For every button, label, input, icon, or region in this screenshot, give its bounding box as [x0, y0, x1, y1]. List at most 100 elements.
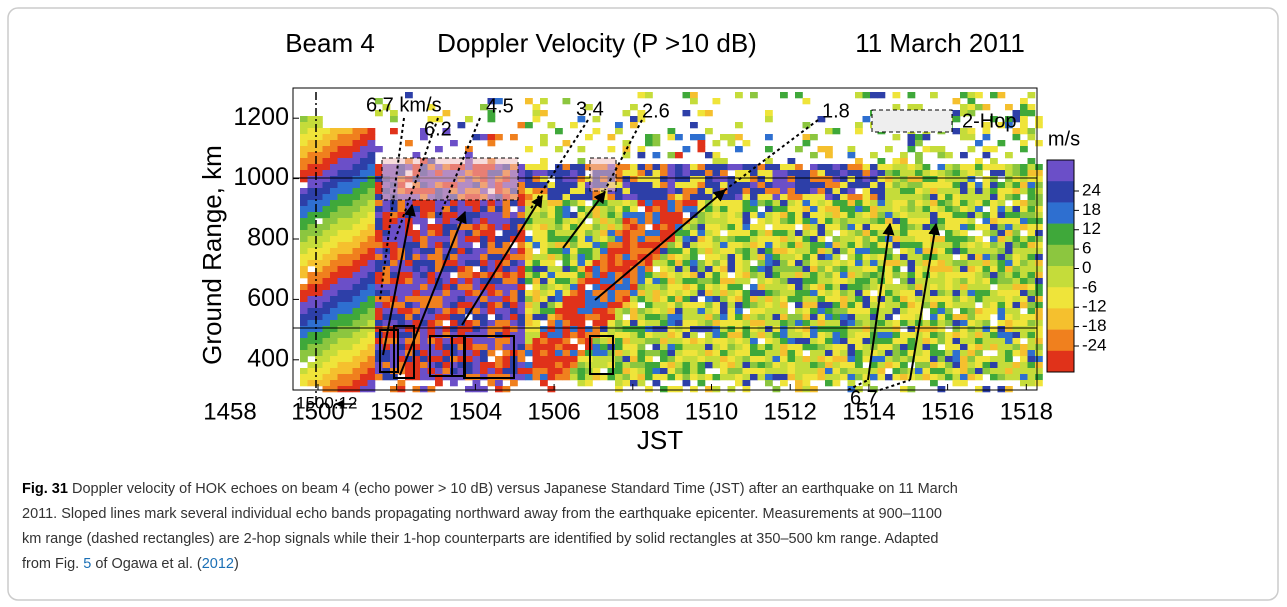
heatmap-cell: [488, 350, 496, 356]
heatmap-cell: [638, 176, 646, 182]
caption-link[interactable]: 2012: [202, 556, 234, 572]
heatmap-cell: [1028, 266, 1036, 272]
heatmap-cell: [443, 296, 451, 302]
heatmap-cell: [810, 236, 818, 242]
heatmap-cell: [893, 302, 901, 308]
heatmap-cell: [1028, 230, 1036, 236]
heatmap-cell: [848, 182, 856, 188]
heatmap-cell: [615, 266, 623, 272]
heatmap-cell: [443, 272, 451, 278]
heatmap-cell: [615, 362, 623, 368]
heatmap-cell: [503, 236, 511, 242]
heatmap-cell: [788, 164, 796, 170]
heatmap-cell: [795, 146, 803, 152]
heatmap-cell: [788, 362, 796, 368]
heatmap-cell: [788, 266, 796, 272]
heatmap-cell: [300, 380, 308, 386]
heatmap-cell: [600, 254, 608, 260]
heatmap-cell: [585, 260, 593, 266]
heatmap-cell: [728, 140, 736, 146]
heatmap-cell: [713, 200, 721, 206]
heatmap-cell: [570, 272, 578, 278]
heatmap-cell: [863, 284, 871, 290]
heatmap-cell: [1005, 248, 1013, 254]
heatmap-cell: [728, 164, 736, 170]
heatmap-cell: [953, 368, 961, 374]
heatmap-cell: [540, 236, 548, 242]
heatmap-cell: [338, 356, 346, 362]
heatmap-cell: [593, 278, 601, 284]
heatmap-cell: [863, 266, 871, 272]
heatmap-cell: [705, 194, 713, 200]
heatmap-cell: [465, 254, 473, 260]
heatmap-cell: [705, 344, 713, 350]
heatmap-cell: [465, 356, 473, 362]
x-tick-label: 1504: [449, 398, 502, 425]
heatmap-cell: [908, 188, 916, 194]
heatmap-cell: [848, 176, 856, 182]
heatmap-cell: [750, 194, 758, 200]
heatmap-cell: [330, 158, 338, 164]
heatmap-cell: [518, 236, 526, 242]
heatmap-cell: [668, 284, 676, 290]
heatmap-cell: [795, 326, 803, 332]
heatmap-cell: [750, 254, 758, 260]
heatmap-cell: [810, 212, 818, 218]
heatmap-cell: [705, 230, 713, 236]
heatmap-cell: [743, 212, 751, 218]
heatmap-cell: [1020, 272, 1028, 278]
heatmap-cell: [698, 380, 706, 386]
heatmap-cell: [323, 386, 331, 392]
heatmap-cell: [578, 254, 586, 260]
heatmap-cell: [608, 272, 616, 278]
heatmap-cell: [968, 170, 976, 176]
heatmap-cell: [360, 260, 368, 266]
heatmap-cell: [668, 182, 676, 188]
heatmap-cell: [683, 314, 691, 320]
heatmap-cell: [698, 290, 706, 296]
heatmap-cell: [848, 206, 856, 212]
heatmap-cell: [773, 182, 781, 188]
heatmap-cell: [660, 230, 668, 236]
heatmap-cell: [600, 242, 608, 248]
heatmap-cell: [420, 356, 428, 362]
heatmap-cell: [555, 224, 563, 230]
heatmap-cell: [900, 296, 908, 302]
heatmap-cell: [353, 314, 361, 320]
heatmap-cell: [900, 176, 908, 182]
heatmap-cell: [653, 236, 661, 242]
heatmap-cell: [570, 374, 578, 380]
heatmap-cell: [623, 320, 631, 326]
heatmap-cell: [938, 308, 946, 314]
heatmap-cell: [638, 188, 646, 194]
caption-link[interactable]: 5: [83, 556, 91, 572]
heatmap-cell: [630, 272, 638, 278]
heatmap-cell: [968, 224, 976, 230]
heatmap-cell: [930, 350, 938, 356]
heatmap-cell: [675, 368, 683, 374]
heatmap-cell: [908, 230, 916, 236]
y-tick-label: 600: [247, 284, 289, 312]
heatmap-cell: [675, 206, 683, 212]
heatmap-cell: [675, 326, 683, 332]
heatmap-cell: [540, 218, 548, 224]
heatmap-cell: [750, 362, 758, 368]
heatmap-cell: [983, 266, 991, 272]
heatmap-cell: [585, 266, 593, 272]
heatmap-cell: [653, 368, 661, 374]
heatmap-cell: [645, 182, 653, 188]
heatmap-cell: [323, 188, 331, 194]
heatmap-cell: [953, 284, 961, 290]
heatmap-cell: [900, 242, 908, 248]
heatmap-cell: [503, 386, 511, 392]
heatmap-cell: [608, 248, 616, 254]
heatmap-cell: [998, 356, 1006, 362]
heatmap-cell: [630, 296, 638, 302]
heatmap-cell: [975, 332, 983, 338]
heatmap-cell: [1005, 326, 1013, 332]
heatmap-cell: [840, 362, 848, 368]
heatmap-cell: [615, 128, 623, 134]
heatmap-cell: [810, 176, 818, 182]
heatmap-cell: [713, 290, 721, 296]
heatmap-cell: [600, 212, 608, 218]
